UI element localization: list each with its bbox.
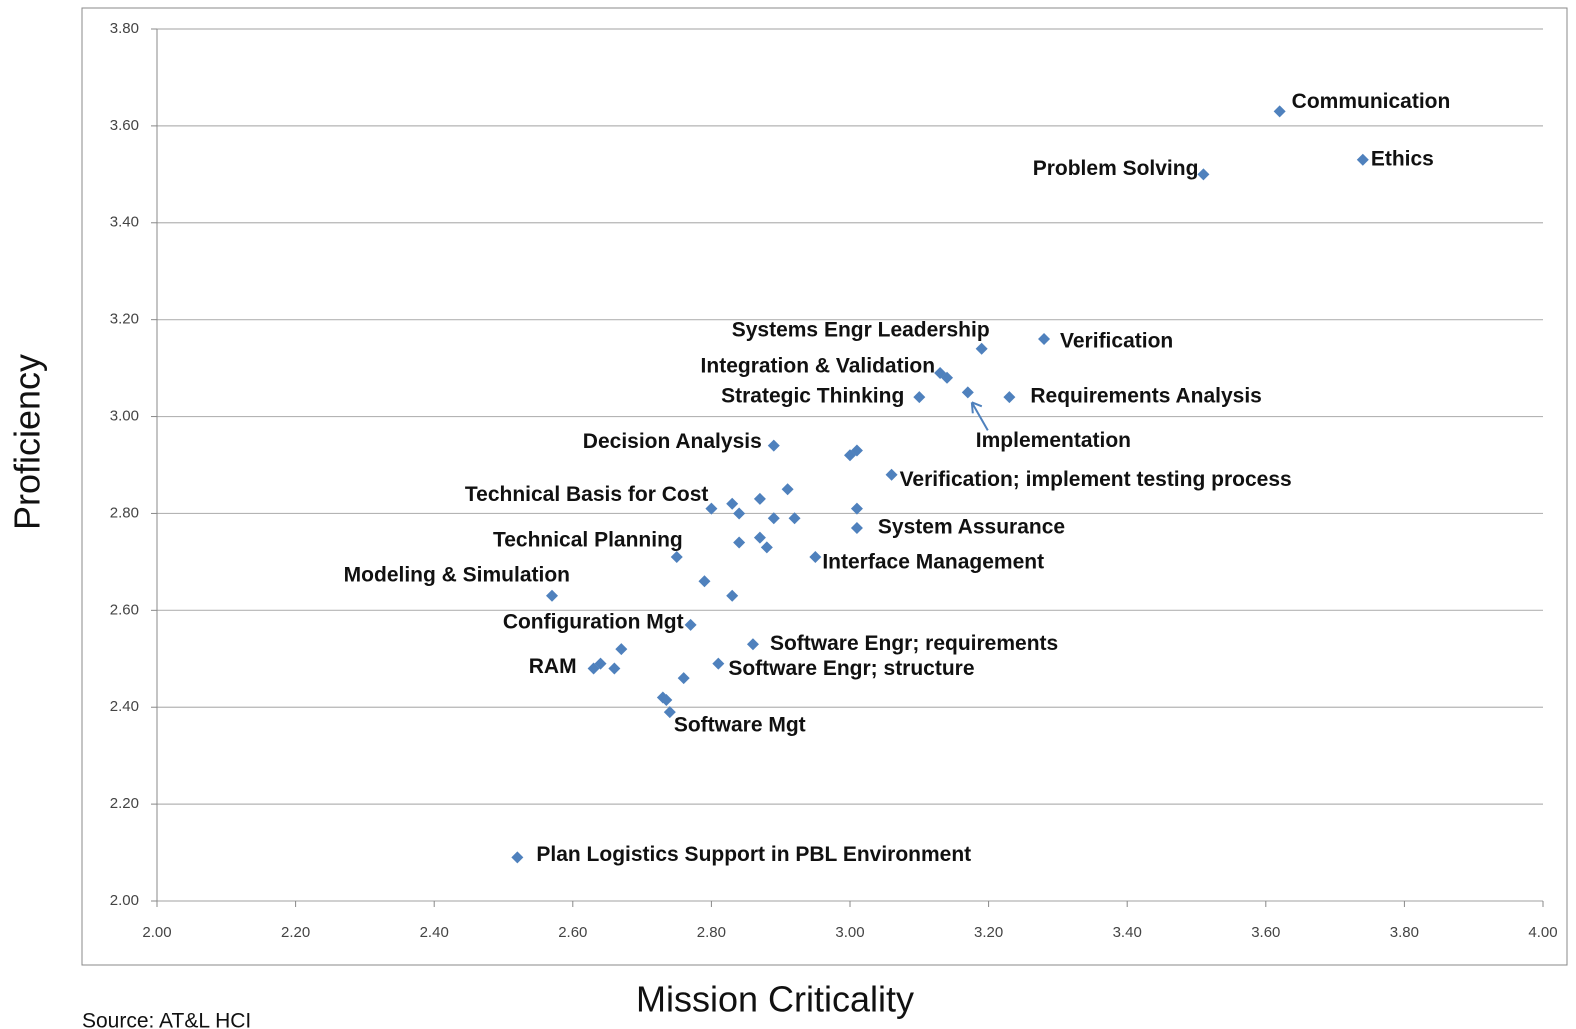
- x-tick-label: 2.80: [697, 924, 726, 941]
- x-tick-label: 3.00: [835, 924, 864, 941]
- point-label: Ethics: [1371, 147, 1434, 170]
- data-point: [726, 589, 739, 602]
- y-tick-label: 3.40: [110, 214, 139, 231]
- data-point: [809, 551, 822, 564]
- data-point: [594, 657, 607, 670]
- x-tick-label: 2.60: [558, 924, 587, 941]
- data-point: [753, 492, 766, 505]
- x-tick-label: 3.60: [1251, 924, 1280, 941]
- point-label: Strategic Thinking: [721, 385, 904, 408]
- y-tick-label: 3.60: [110, 117, 139, 134]
- data-point: [961, 386, 974, 399]
- data-point: [663, 706, 676, 719]
- point-label: Software Mgt: [674, 714, 806, 737]
- point-label: Software Engr; structure: [728, 657, 974, 680]
- x-tick-label: 2.00: [142, 924, 171, 941]
- data-point: [733, 536, 746, 549]
- data-point: [1197, 168, 1210, 181]
- y-tick-label: 3.00: [110, 408, 139, 425]
- data-point: [850, 521, 863, 534]
- point-label: Verification; implement testing process: [900, 468, 1292, 491]
- point-label: Plan Logistics Support in PBL Environmen…: [536, 843, 971, 866]
- point-label: Integration & Validation: [701, 355, 936, 378]
- x-tick-label: 2.20: [281, 924, 310, 941]
- y-tick-label: 3.80: [110, 20, 139, 37]
- x-tick-label: 3.80: [1390, 924, 1419, 941]
- label-arrow: [970, 401, 989, 431]
- data-point: [670, 551, 683, 564]
- data-point: [850, 502, 863, 515]
- data-point: [753, 531, 766, 544]
- x-tick-label: 2.40: [420, 924, 449, 941]
- data-point: [913, 391, 926, 404]
- data-point: [760, 541, 773, 554]
- point-label: RAM: [529, 655, 577, 678]
- data-point: [608, 662, 621, 675]
- data-point: [1356, 153, 1369, 166]
- point-label: Implementation: [976, 429, 1131, 452]
- data-point: [733, 507, 746, 520]
- point-label: Technical Basis for Cost: [465, 483, 709, 506]
- point-label: Problem Solving: [1033, 157, 1199, 180]
- data-point: [788, 512, 801, 525]
- chart-frame: [81, 7, 1568, 966]
- data-point: [1003, 391, 1016, 404]
- data-point: [885, 468, 898, 481]
- point-label: Modeling & Simulation: [344, 563, 570, 586]
- data-point: [698, 575, 711, 588]
- data-point: [941, 371, 954, 384]
- data-point: [1038, 333, 1051, 346]
- data-point: [712, 657, 725, 670]
- data-point: [975, 342, 988, 355]
- y-tick-label: 3.20: [110, 311, 139, 328]
- source-note: Source: AT&L HCI: [82, 1010, 251, 1029]
- data-point: [746, 638, 759, 651]
- x-tick-label: 3.20: [974, 924, 1003, 941]
- y-tick-label: 2.20: [110, 795, 139, 812]
- data-point: [767, 439, 780, 452]
- x-tick-label: 3.40: [1113, 924, 1142, 941]
- data-point: [677, 672, 690, 685]
- data-point: [1273, 105, 1286, 118]
- point-label: Systems Engr Leadership: [732, 318, 990, 341]
- y-tick-label: 2.80: [110, 504, 139, 521]
- point-label: Interface Management: [822, 551, 1044, 574]
- point-label: Configuration Mgt: [503, 610, 684, 633]
- data-point: [546, 589, 559, 602]
- data-point: [684, 618, 697, 631]
- y-tick-label: 2.60: [110, 601, 139, 618]
- data-point: [660, 693, 673, 706]
- point-label: Requirements Analysis: [1030, 385, 1261, 408]
- point-label: Software Engr; requirements: [770, 632, 1058, 655]
- point-label: Decision Analysis: [583, 430, 762, 453]
- data-point: [767, 512, 780, 525]
- data-point: [726, 497, 739, 510]
- y-axis-label: Proficiency: [7, 354, 48, 530]
- data-point: [615, 643, 628, 656]
- point-label: Verification: [1060, 330, 1173, 353]
- point-label: Technical Planning: [493, 529, 683, 552]
- point-label: Communication: [1292, 90, 1451, 113]
- data-point: [850, 444, 863, 457]
- x-axis-label: Mission Criticality: [636, 979, 914, 1020]
- data-point: [781, 483, 794, 496]
- data-point: [511, 851, 524, 864]
- data-point: [705, 502, 718, 515]
- y-tick-label: 2.00: [110, 892, 139, 909]
- y-tick-label: 2.40: [110, 698, 139, 715]
- x-tick-label: 4.00: [1528, 924, 1557, 941]
- point-label: System Assurance: [878, 516, 1065, 539]
